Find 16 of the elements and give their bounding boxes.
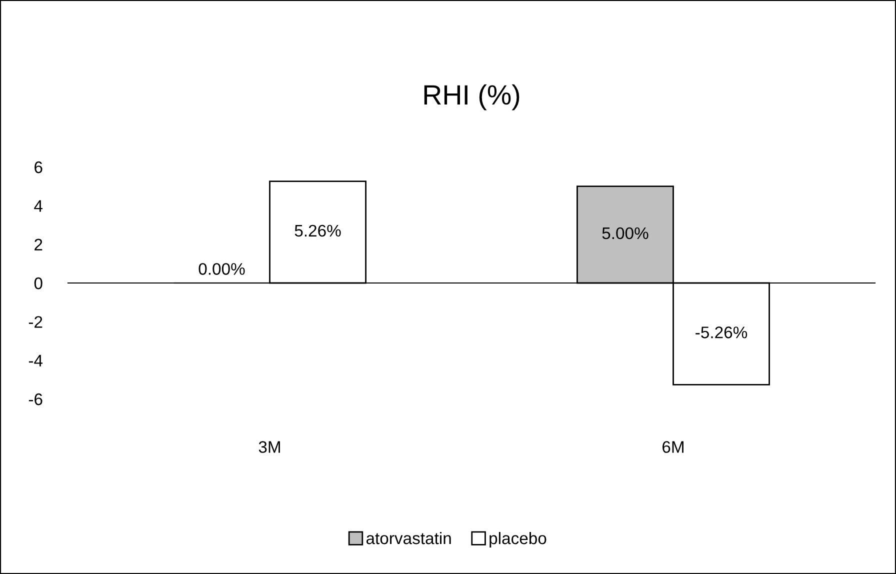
legend-label: placebo — [490, 532, 546, 548]
data-label: 5.00% — [602, 227, 648, 240]
y-tick-label: 2 — [34, 238, 42, 250]
chart-title: RHI (%) — [424, 84, 520, 110]
x-tick-label: 6M — [662, 441, 684, 453]
y-tick-label: -2 — [28, 316, 42, 328]
y-tick-label: 4 — [34, 200, 43, 212]
y-tick-label: -4 — [28, 354, 43, 366]
data-label: 0.00% — [198, 263, 245, 275]
y-tick-label: -6 — [28, 393, 42, 406]
x-tick-label: 3M — [258, 441, 280, 453]
data-label: 5.26% — [294, 224, 341, 237]
y-tick-label: 0 — [34, 277, 42, 290]
legend-label: atorvastatin — [366, 532, 451, 544]
data-label: -5.26% — [696, 326, 748, 338]
y-tick-label: 6 — [34, 161, 42, 174]
